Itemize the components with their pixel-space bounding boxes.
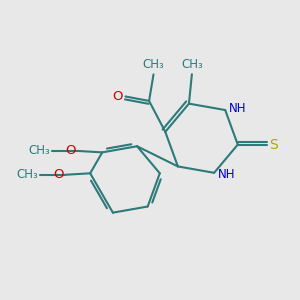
Text: CH₃: CH₃ bbox=[16, 168, 38, 181]
Text: S: S bbox=[269, 138, 278, 152]
Text: CH₃: CH₃ bbox=[181, 58, 203, 71]
Text: O: O bbox=[53, 168, 64, 181]
Text: NH: NH bbox=[229, 102, 246, 115]
Text: NH: NH bbox=[218, 168, 235, 181]
Text: O: O bbox=[66, 144, 76, 158]
Text: CH₃: CH₃ bbox=[29, 144, 50, 158]
Text: CH₃: CH₃ bbox=[142, 58, 164, 71]
Text: O: O bbox=[113, 90, 123, 103]
